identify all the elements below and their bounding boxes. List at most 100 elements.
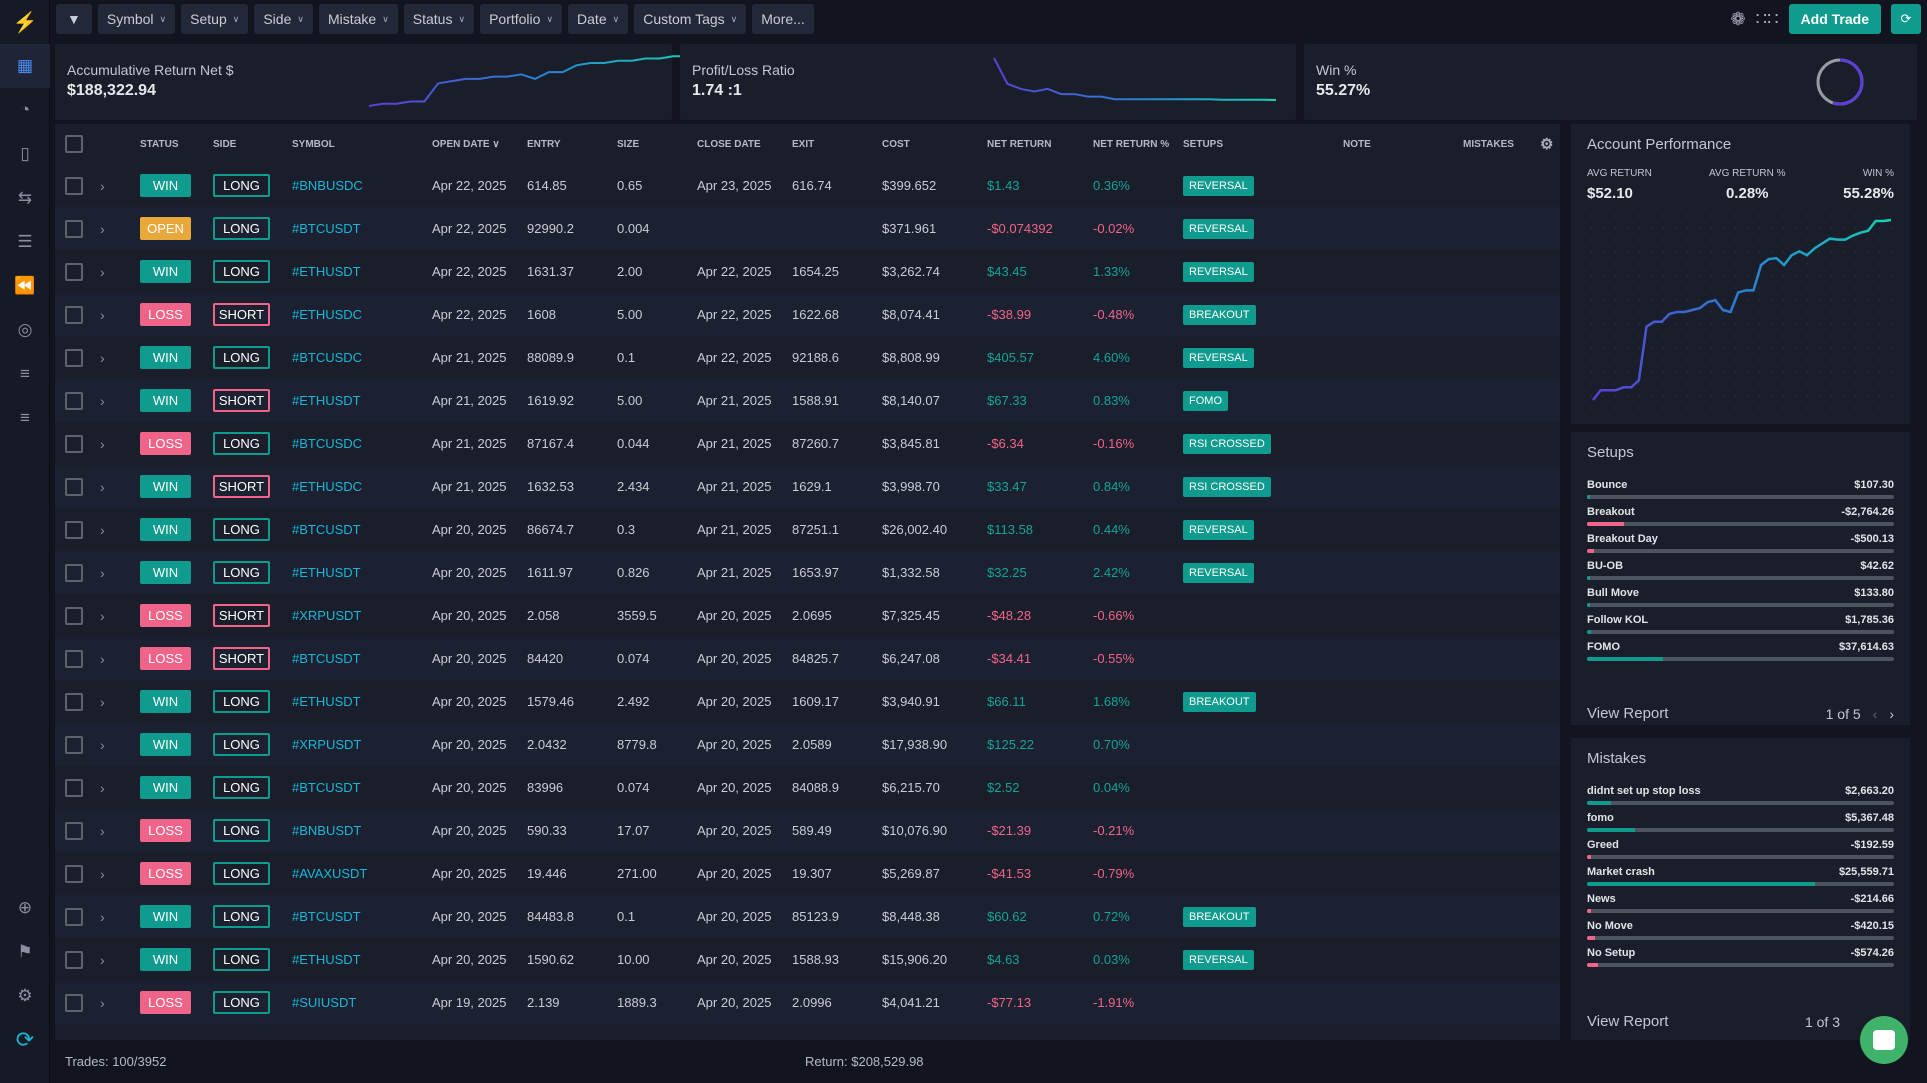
symbol-link[interactable]: #BTCUSDT bbox=[292, 221, 361, 236]
logo-icon[interactable]: ⚡ bbox=[12, 11, 38, 34]
row-checkbox[interactable] bbox=[65, 649, 83, 668]
table-row[interactable]: › WIN LONG #BNBUSDC Apr 22, 2025 614.85 0.65 Ap… bbox=[55, 164, 1560, 207]
bar-item[interactable]: Follow KOL $1,785.36 bbox=[1587, 614, 1894, 634]
column-header[interactable]: Open Date ∨ bbox=[432, 139, 527, 150]
expand-chevron-icon[interactable]: › bbox=[100, 392, 105, 409]
setup-tag[interactable]: BREAKOUT bbox=[1183, 691, 1256, 712]
expand-chevron-icon[interactable]: › bbox=[100, 607, 105, 624]
table-row[interactable]: › WIN LONG #BTCUSDT Apr 20, 2025 84483.8 0.1 Ap… bbox=[55, 895, 1560, 938]
expand-chevron-icon[interactable]: › bbox=[100, 564, 105, 581]
row-checkbox[interactable] bbox=[65, 520, 83, 539]
filter-setup[interactable]: Setup ∨ bbox=[181, 4, 249, 34]
table-row[interactable]: › LOSS SHORT #XRPUSDT Apr 20, 2025 2.058 3559.… bbox=[55, 594, 1560, 637]
sort-desc-icon[interactable]: ∨ bbox=[489, 138, 500, 150]
bar-item[interactable]: News -$214.66 bbox=[1587, 893, 1894, 913]
table-row[interactable]: › WIN SHORT #ETHUSDC Apr 21, 2025 1632.53 2.43… bbox=[55, 465, 1560, 508]
view-report-link[interactable]: View Report bbox=[1587, 705, 1669, 722]
bar-item[interactable]: No Setup -$574.26 bbox=[1587, 947, 1894, 967]
filter-date[interactable]: Date ∨ bbox=[568, 4, 629, 34]
symbol-link[interactable]: #AVAXUSDT bbox=[292, 866, 368, 881]
trades-icon[interactable]: ⇆ bbox=[17, 188, 33, 207]
filter-custom-tags[interactable]: Custom Tags ∨ bbox=[634, 4, 747, 34]
table-row[interactable]: › LOSS LONG #BTCUSDC Apr 21, 2025 87167.4 0.04… bbox=[55, 422, 1560, 465]
table-row[interactable]: › WIN LONG #BTCUSDC Apr 21, 2025 88089.9 0.1 Ap… bbox=[55, 336, 1560, 379]
setup-tag[interactable]: REVERSAL bbox=[1183, 175, 1254, 196]
flag-icon[interactable]: ⚑ bbox=[17, 942, 33, 961]
row-checkbox[interactable] bbox=[65, 735, 83, 754]
row-checkbox[interactable] bbox=[65, 477, 83, 496]
symbol-link[interactable]: #ETHUSDC bbox=[292, 307, 363, 322]
column-settings-icon[interactable]: ⚙ bbox=[1540, 136, 1554, 153]
symbol-link[interactable]: #XRPUSDT bbox=[292, 608, 362, 623]
replay-icon[interactable]: ⏪ bbox=[14, 276, 36, 295]
refresh-button[interactable]: ⟳ bbox=[1891, 4, 1921, 34]
chat-button[interactable] bbox=[1860, 1016, 1908, 1064]
setup-tag[interactable]: REVERSAL bbox=[1183, 949, 1254, 970]
bar-item[interactable]: didnt set up stop loss $2,663.20 bbox=[1587, 785, 1894, 805]
setup-tag[interactable]: REVERSAL bbox=[1183, 347, 1254, 368]
expand-chevron-icon[interactable]: › bbox=[100, 435, 105, 452]
add-trade-button[interactable]: Add Trade bbox=[1788, 4, 1881, 34]
table-row[interactable]: › WIN LONG #XRPUSDT Apr 20, 2025 2.0432 8779.8… bbox=[55, 723, 1560, 766]
symbol-link[interactable]: #XRPUSDT bbox=[292, 737, 362, 752]
bar-item[interactable]: Breakout Day -$500.13 bbox=[1587, 533, 1894, 553]
row-checkbox[interactable] bbox=[65, 950, 83, 969]
next-page-icon[interactable]: › bbox=[1889, 706, 1894, 722]
expand-chevron-icon[interactable]: › bbox=[100, 220, 105, 237]
symbol-link[interactable]: #BNBUSDC bbox=[292, 178, 363, 193]
table-row[interactable]: › WIN LONG #ETHUSDT Apr 20, 2025 1611.97 0.826… bbox=[55, 551, 1560, 594]
expand-chevron-icon[interactable]: › bbox=[100, 521, 105, 538]
row-checkbox[interactable] bbox=[65, 219, 83, 238]
bar-item[interactable]: Market crash $25,559.71 bbox=[1587, 866, 1894, 886]
table-row[interactable]: › WIN LONG #ETHUSDT Apr 20, 2025 1579.46 2.492… bbox=[55, 680, 1560, 723]
filter-status[interactable]: Status ∨ bbox=[403, 4, 475, 34]
symbol-link[interactable]: #ETHUSDT bbox=[292, 694, 361, 709]
expand-chevron-icon[interactable]: › bbox=[100, 177, 105, 194]
row-checkbox[interactable] bbox=[65, 262, 83, 281]
table-row[interactable]: › LOSS LONG #BNBUSDT Apr 20, 2025 590.33 17.07… bbox=[55, 809, 1560, 852]
expand-chevron-icon[interactable]: › bbox=[100, 822, 105, 839]
setup-tag[interactable]: BREAKOUT bbox=[1183, 304, 1256, 325]
sync-icon[interactable]: ⟳ bbox=[15, 1027, 35, 1052]
symbol-link[interactable]: #ETHUSDT bbox=[292, 952, 361, 967]
bar-item[interactable]: BU-OB $42.62 bbox=[1587, 560, 1894, 580]
row-checkbox[interactable] bbox=[65, 606, 83, 625]
add-icon[interactable]: ⊕ bbox=[17, 898, 33, 917]
table-row[interactable]: › WIN LONG #ETHUSDT Apr 22, 2025 1631.37 2.00 A… bbox=[55, 250, 1560, 293]
column-header[interactable] bbox=[55, 135, 100, 153]
row-checkbox[interactable] bbox=[65, 821, 83, 840]
bar-item[interactable]: FOMO $37,614.63 bbox=[1587, 641, 1894, 661]
dashboard-icon[interactable]: ▦ bbox=[0, 44, 50, 88]
row-checkbox[interactable] bbox=[65, 907, 83, 926]
setup-tag[interactable]: REVERSAL bbox=[1183, 218, 1254, 239]
setup-tag[interactable]: BREAKOUT bbox=[1183, 906, 1256, 927]
expand-chevron-icon[interactable]: › bbox=[100, 736, 105, 753]
row-checkbox[interactable] bbox=[65, 864, 83, 883]
expand-chevron-icon[interactable]: › bbox=[100, 693, 105, 710]
setup-tag[interactable]: REVERSAL bbox=[1183, 519, 1254, 540]
symbol-link[interactable]: #BTCUSDC bbox=[292, 436, 363, 451]
expand-chevron-icon[interactable]: › bbox=[100, 908, 105, 925]
row-checkbox[interactable] bbox=[65, 563, 83, 582]
expand-chevron-icon[interactable]: › bbox=[100, 306, 105, 323]
expand-chevron-icon[interactable]: › bbox=[100, 263, 105, 280]
symbol-link[interactable]: #BTCUSDT bbox=[292, 651, 361, 666]
table-row[interactable]: › OPEN LONG #BTCUSDT Apr 22, 2025 92990.2 0.00… bbox=[55, 207, 1560, 250]
symbol-link[interactable]: #BTCUSDT bbox=[292, 909, 361, 924]
checklist-icon[interactable]: ☰ bbox=[17, 232, 33, 251]
table-row[interactable]: › WIN LONG #BTCUSDT Apr 20, 2025 83996 0.074 Ap… bbox=[55, 766, 1560, 809]
apps-grid-icon[interactable]: ∷∷ bbox=[1755, 8, 1779, 29]
view-report-link[interactable]: View Report bbox=[1587, 1013, 1669, 1030]
bar-item[interactable]: No Move -$420.15 bbox=[1587, 920, 1894, 940]
bar-item[interactable]: Breakout -$2,764.26 bbox=[1587, 506, 1894, 526]
reports-icon[interactable]: ◔ bbox=[19, 100, 31, 119]
target-icon[interactable]: ◎ bbox=[17, 320, 33, 339]
table-row[interactable]: › WIN SHORT #ETHUSDT Apr 21, 2025 1619.92 5.00… bbox=[55, 379, 1560, 422]
filter-side[interactable]: Side ∨ bbox=[254, 4, 313, 34]
row-checkbox[interactable] bbox=[65, 305, 83, 324]
row-checkbox[interactable] bbox=[65, 993, 83, 1012]
bar-item[interactable]: fomo $5,367.48 bbox=[1587, 812, 1894, 832]
row-checkbox[interactable] bbox=[65, 348, 83, 367]
symbol-link[interactable]: #BTCUSDT bbox=[292, 522, 361, 537]
symbol-link[interactable]: #ETHUSDT bbox=[292, 264, 361, 279]
